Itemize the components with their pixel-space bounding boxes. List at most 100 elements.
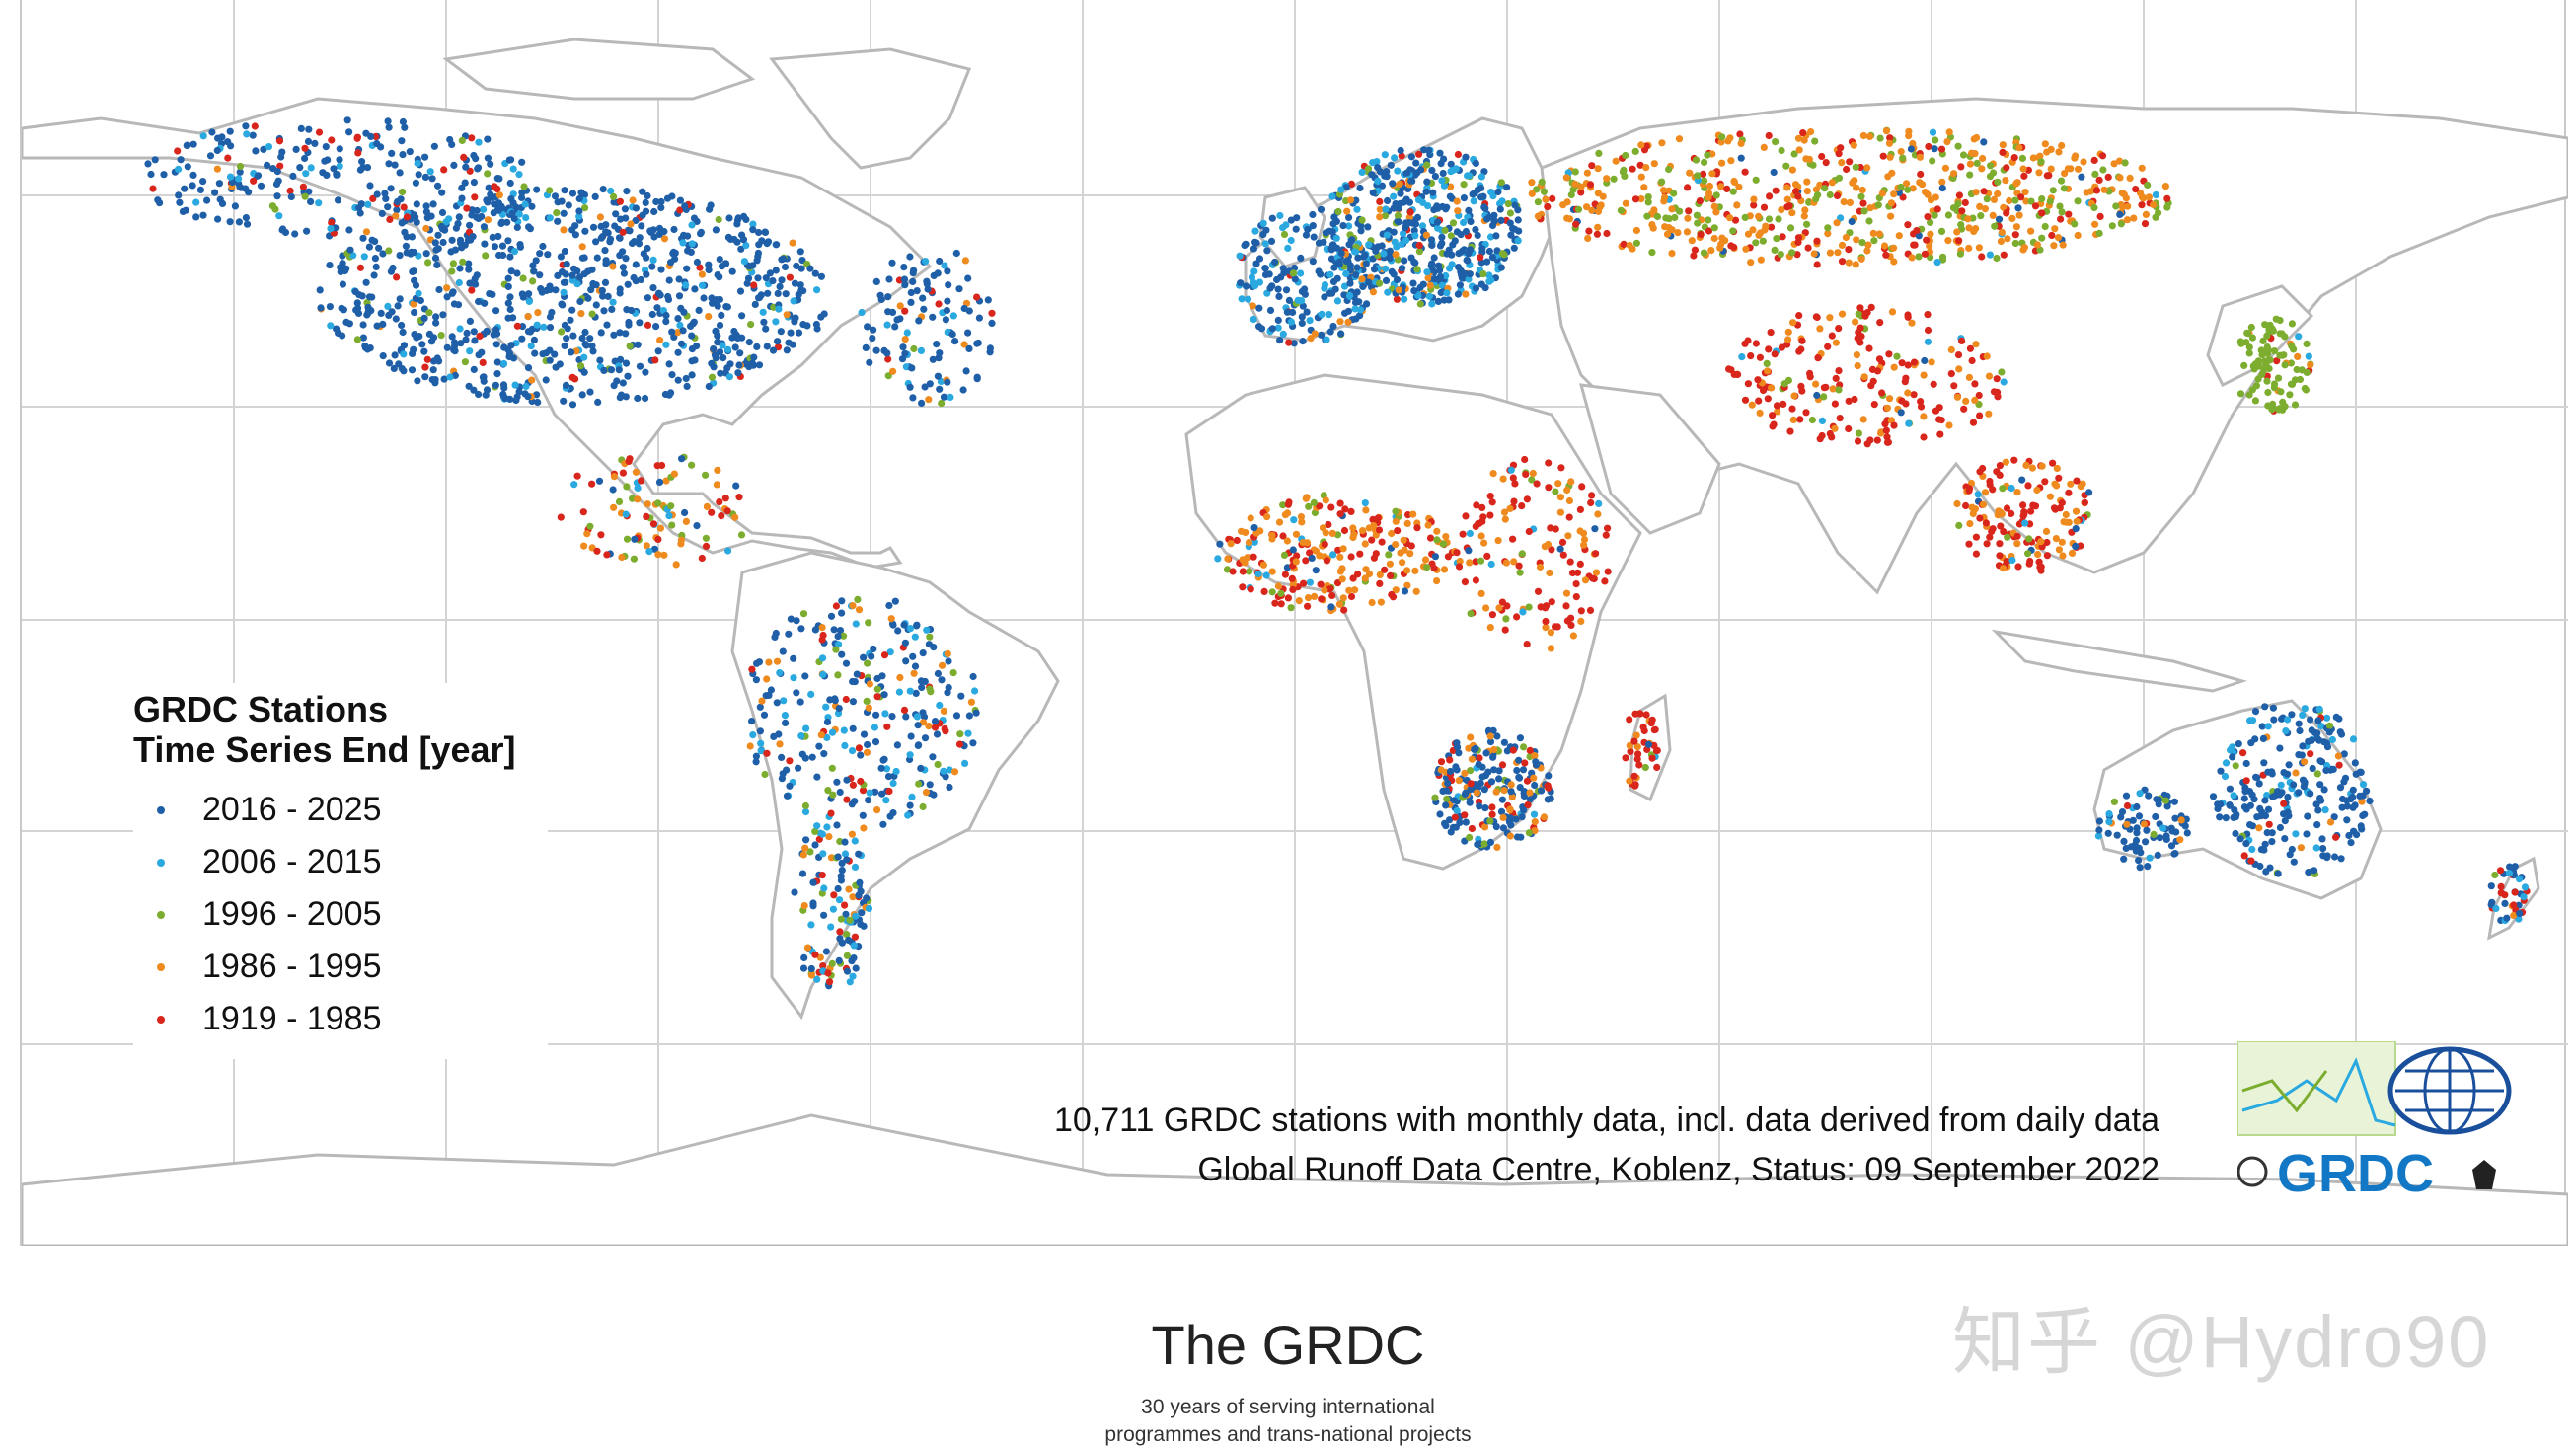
station-dot (524, 393, 532, 401)
station-dot (807, 921, 815, 929)
station-dot (2312, 844, 2320, 852)
station-dot (1936, 430, 1944, 438)
station-dot (2008, 214, 2016, 222)
station-dot (402, 242, 410, 250)
station-dot (2264, 805, 2273, 813)
station-dot (429, 366, 437, 374)
station-dot (353, 133, 361, 141)
station-dot (944, 378, 951, 386)
station-dot (1752, 176, 1760, 184)
station-dot (1538, 178, 1546, 186)
station-dot (1895, 232, 1903, 240)
station-dot (1398, 152, 1405, 160)
station-dot (1456, 281, 1464, 289)
station-dot (712, 226, 720, 234)
station-dot (632, 261, 640, 268)
station-dot (2052, 535, 2060, 543)
station-dot (1328, 192, 1336, 200)
station-dot (853, 670, 861, 678)
station-dot (1833, 191, 1842, 200)
station-dot (1418, 222, 1427, 230)
station-dot (618, 553, 626, 562)
station-dot (2303, 368, 2311, 376)
station-dot (1407, 177, 1415, 185)
station-dot (855, 744, 864, 752)
station-dot (422, 208, 430, 216)
station-dot (610, 192, 618, 200)
station-dot (2000, 565, 2008, 572)
station-dot (2278, 789, 2286, 797)
station-dot (1737, 154, 1745, 162)
station-dot (2251, 397, 2259, 405)
station-dot (1888, 308, 1897, 316)
station-dot (1239, 583, 1247, 591)
station-dot (1416, 300, 1424, 308)
station-dot (2024, 550, 2032, 558)
station-dot (755, 658, 764, 666)
station-dot (1395, 204, 1402, 212)
station-dot (1294, 296, 1302, 304)
station-dot (2276, 405, 2284, 413)
station-dot (475, 297, 483, 306)
station-dot (811, 841, 819, 849)
station-dot (1420, 146, 1428, 154)
station-dot (695, 306, 703, 314)
station-dot (870, 326, 877, 334)
station-dot (1498, 197, 1506, 205)
station-dot (838, 597, 846, 605)
station-dot (906, 687, 914, 695)
station-dot (1650, 160, 1658, 168)
station-dot (676, 196, 685, 204)
station-dot (1446, 756, 1454, 764)
station-dot (902, 657, 910, 665)
station-dot (485, 184, 492, 191)
station-dot (1483, 552, 1491, 561)
station-dot (1557, 464, 1565, 472)
station-dot (1865, 344, 1873, 352)
station-dot (1292, 530, 1301, 538)
station-dot (607, 187, 615, 195)
station-dot (360, 253, 368, 261)
station-dot (936, 385, 944, 393)
station-dot (1591, 525, 1599, 533)
station-dot (2269, 704, 2277, 712)
station-dot (782, 290, 790, 298)
station-dot (1924, 338, 1932, 345)
station-dot (1805, 155, 1813, 163)
station-dot (1427, 236, 1435, 244)
station-dot (728, 267, 736, 275)
station-dot (1602, 531, 1610, 539)
station-dot (1567, 190, 1575, 199)
station-dot (525, 297, 533, 305)
station-dot (746, 742, 754, 750)
station-dot (2051, 505, 2059, 513)
station-dot (1410, 287, 1418, 295)
station-dot (1309, 210, 1317, 219)
station-dot (1332, 217, 1340, 225)
station-dot (2154, 851, 2161, 860)
station-dot (2242, 777, 2250, 785)
station-dot (510, 248, 519, 256)
station-dot (1897, 183, 1905, 191)
station-dot (883, 321, 891, 329)
station-dot (886, 648, 894, 656)
station-dot (1563, 198, 1571, 206)
station-dot (1419, 198, 1427, 206)
station-dot (1477, 193, 1485, 201)
station-dot (2245, 349, 2253, 357)
station-dot (1311, 330, 1319, 338)
station-dot (1428, 260, 1436, 267)
station-dot (557, 513, 565, 521)
station-dot (1369, 255, 1377, 263)
station-dot (1447, 160, 1455, 168)
station-dot (2105, 818, 2113, 826)
station-dot (1311, 592, 1319, 601)
station-dot (911, 662, 920, 670)
station-dot (1559, 551, 1567, 559)
station-dot (1954, 142, 1962, 150)
station-dot (1799, 129, 1807, 137)
station-dot (1571, 180, 1579, 189)
station-dot (1345, 222, 1353, 230)
station-dot (1428, 166, 1436, 175)
station-dot (1636, 710, 1644, 718)
